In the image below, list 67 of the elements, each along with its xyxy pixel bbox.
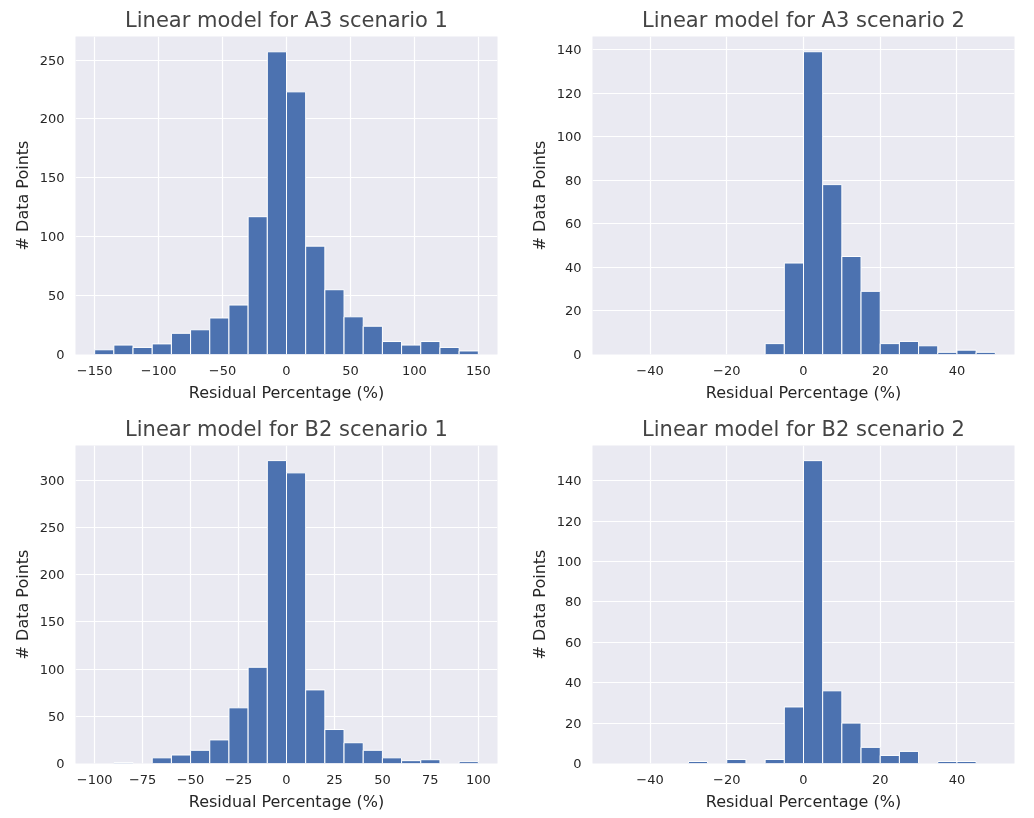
x-tick-label: 25 — [326, 771, 343, 787]
y-tick-label: 50 — [47, 708, 65, 724]
chart-title: Linear model for B2 scenario 1 — [125, 416, 448, 441]
x-axis-title: Residual Percentage (%) — [188, 791, 385, 811]
y-tick-label: 250 — [39, 520, 65, 536]
x-tick-label: 150 — [465, 362, 491, 378]
y-tick-label: 120 — [556, 85, 582, 101]
y-tick-label: 20 — [564, 303, 582, 319]
chart-title: Linear model for B2 scenario 2 — [642, 416, 965, 441]
y-axis-title: # Data Points — [12, 549, 32, 660]
x-tick-label: 0 — [799, 362, 808, 378]
x-tick-label: 100 — [465, 771, 491, 787]
x-tick-label: −50 — [208, 362, 237, 378]
y-tick-label: 50 — [47, 288, 65, 304]
y-tick-label: 40 — [564, 675, 582, 691]
chart-title: Linear model for A3 scenario 1 — [125, 7, 448, 32]
x-tick-label: −100 — [76, 771, 113, 787]
x-tick-label: 40 — [948, 362, 966, 378]
y-tick-label: 100 — [39, 229, 65, 245]
y-tick-label: 0 — [56, 756, 65, 771]
y-tick-label: 0 — [573, 347, 582, 362]
y-tick-label: 250 — [39, 52, 65, 68]
x-tick-label: 75 — [422, 771, 439, 787]
x-tick-label: 0 — [799, 771, 808, 787]
x-tick-label: 0 — [282, 771, 291, 787]
y-tick-label: 60 — [564, 634, 582, 650]
x-tick-label: 50 — [342, 362, 359, 378]
x-tick-label: 50 — [374, 771, 391, 787]
y-tick-label: 0 — [573, 756, 582, 771]
y-axis-title: # Data Points — [529, 549, 549, 660]
y-tick-label: 20 — [564, 715, 582, 731]
y-tick-label: 80 — [564, 594, 582, 610]
x-tick-label: −150 — [76, 362, 113, 378]
y-tick-label: 0 — [56, 347, 65, 362]
x-tick-label: 20 — [871, 771, 889, 787]
x-tick-label: −20 — [713, 362, 741, 378]
y-axis-title: # Data Points — [529, 140, 549, 251]
y-tick-label: 200 — [39, 111, 65, 127]
x-tick-label: −25 — [224, 771, 253, 787]
y-tick-label: 100 — [556, 554, 582, 570]
y-tick-label: 120 — [556, 513, 582, 529]
x-tick-label: −75 — [128, 771, 157, 787]
x-tick-label: 100 — [401, 362, 427, 378]
x-tick-label: −40 — [636, 771, 664, 787]
x-axis-title: Residual Percentage (%) — [188, 382, 385, 402]
y-tick-label: 100 — [39, 661, 65, 677]
x-tick-label: 40 — [948, 771, 966, 787]
x-tick-label: −40 — [636, 362, 664, 378]
y-tick-label: 40 — [564, 259, 582, 275]
y-tick-label: 200 — [39, 567, 65, 583]
chart-title: Linear model for A3 scenario 2 — [642, 7, 965, 32]
y-tick-label: 80 — [564, 172, 582, 188]
x-tick-label: −20 — [713, 771, 741, 787]
x-tick-label: −50 — [176, 771, 205, 787]
x-tick-label: 0 — [282, 362, 291, 378]
x-axis-title: Residual Percentage (%) — [705, 791, 902, 811]
y-tick-label: 100 — [556, 129, 582, 145]
y-axis-title: # Data Points — [12, 140, 32, 251]
y-tick-label: 60 — [564, 216, 582, 232]
y-tick-label: 140 — [556, 473, 582, 489]
x-axis-title: Residual Percentage (%) — [705, 382, 902, 402]
y-tick-label: 140 — [556, 42, 582, 58]
y-tick-label: 150 — [39, 614, 65, 630]
x-tick-label: 20 — [871, 362, 889, 378]
x-tick-label: −100 — [140, 362, 177, 378]
y-tick-label: 150 — [39, 170, 65, 186]
y-tick-label: 300 — [39, 472, 65, 488]
